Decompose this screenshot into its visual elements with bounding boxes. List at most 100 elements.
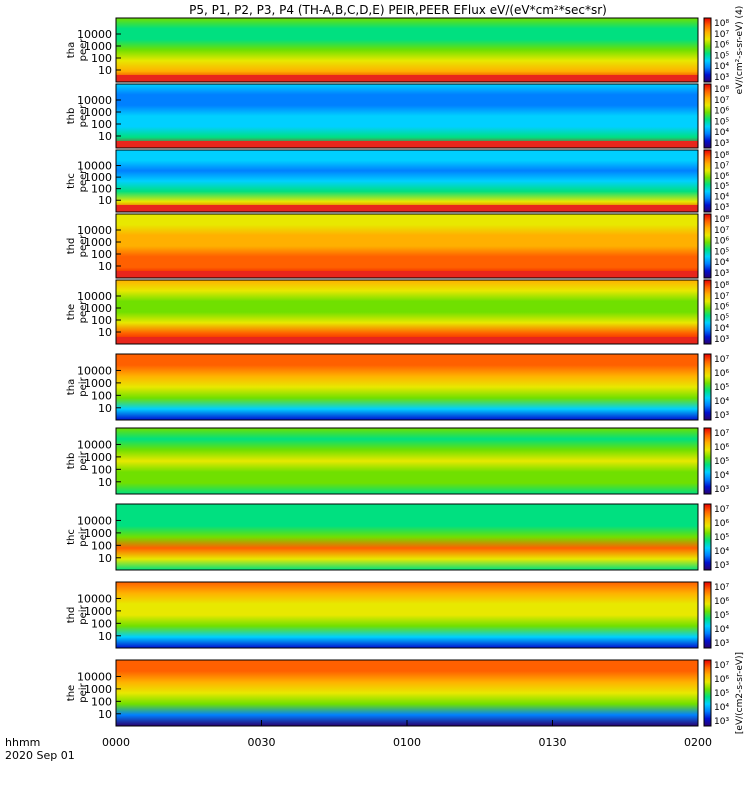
colorbar-tick-label: 10⁵ (714, 182, 729, 192)
y-tick-label: 1000 (84, 106, 112, 119)
y-tick-label: 1000 (84, 40, 112, 53)
chart-title: P5, P1, P2, P3, P4 (TH-A,B,C,D,E) PEIR,P… (189, 3, 607, 17)
spectrogram-0 (116, 18, 698, 82)
y-tick-label: 100 (91, 118, 112, 131)
y-tick-label: 10000 (77, 290, 112, 303)
colorbar-tick-label: 10⁴ (714, 397, 729, 407)
y-tick-label: 1000 (84, 527, 112, 540)
y-tick-label: 1000 (84, 377, 112, 390)
colorbar-tick-label: 10⁷ (714, 96, 729, 106)
plot-frame-2 (115, 149, 699, 213)
colorbar-tick-label: 10⁸ (714, 281, 729, 291)
y-label-species: peir (78, 376, 89, 396)
colorbar-tick-label: 10⁶ (714, 597, 729, 607)
y-tick-label: 100 (91, 617, 112, 630)
colorbar-tick-label: 10⁷ (714, 661, 729, 671)
y-label-species: peir (78, 450, 89, 470)
y-label-species: peer (78, 234, 89, 258)
colorbar-3 (703, 213, 712, 279)
y-tick-label: 10000 (77, 438, 112, 451)
colorbar-tick-label: 10³ (714, 639, 729, 649)
colorbar-tick-label: 10⁴ (714, 128, 729, 138)
colorbar-tick-label: 10³ (714, 561, 729, 571)
y-label-species: peer (78, 169, 89, 193)
y-tick-label: 10000 (77, 670, 112, 683)
colorbar-tick-label: 10³ (714, 139, 729, 149)
low-energy-band-1 (116, 141, 698, 148)
x-tick-label: 0030 (248, 736, 276, 749)
y-tick-label: 1000 (84, 236, 112, 249)
y-tick-label: 10000 (77, 28, 112, 41)
y-label-probe: tha (66, 42, 77, 58)
y-tick-label: 10 (98, 326, 112, 339)
colorbar-4 (703, 279, 712, 345)
y-label-probe: tha (66, 379, 77, 395)
colorbar-tick-label: 10⁵ (714, 117, 729, 127)
plot-frame-6 (115, 427, 699, 495)
y-tick-label: 10 (98, 630, 112, 643)
colorbar-tick-label: 10⁵ (714, 313, 729, 323)
colorbar-tick-label: 10⁶ (714, 107, 729, 117)
colorbar-tick-label: 10⁶ (714, 303, 729, 313)
plot-frame-0 (115, 17, 699, 83)
y-tick-label: 1000 (84, 451, 112, 464)
low-energy-band-0 (116, 75, 698, 82)
y-label-species: peir (78, 526, 89, 546)
y-label-species: peer (78, 38, 89, 62)
colorbar-tick-label: 10⁷ (714, 292, 729, 302)
colorbar-tick-label: 10⁶ (714, 237, 729, 247)
colorbar-tick-label: 10³ (714, 269, 729, 279)
y-label-species: peer (78, 300, 89, 324)
colorbar-tick-label: 10⁶ (714, 519, 729, 529)
colorbar-tick-label: 10⁷ (714, 583, 729, 593)
y-tick-label: 100 (91, 314, 112, 327)
y-label-probe: thd (66, 607, 77, 624)
colorbar-8 (703, 581, 712, 649)
y-tick-label: 10 (98, 708, 112, 721)
colorbar-tick-label: 10⁵ (714, 533, 729, 543)
plot-frame-5 (115, 353, 699, 421)
colorbar-1 (703, 83, 712, 149)
colorbar-tick-label: 10³ (714, 485, 729, 495)
x-axis-prefix-hhmm: hhmm (5, 736, 40, 749)
spectrogram-4 (116, 280, 698, 344)
colorbar-tick-label: 10³ (714, 203, 729, 213)
colorbar-tick-label: 10⁶ (714, 443, 729, 453)
x-axis: hhmm 2020 Sep 01 0000 0030 0100 0130 0200 (5, 720, 712, 762)
y-tick-label: 1000 (84, 683, 112, 696)
colorbar-tick-label: 10⁷ (714, 30, 729, 40)
colorbar-tick-label: 10⁶ (714, 172, 729, 182)
colorbar-tick-label: 10⁷ (714, 429, 729, 439)
x-axis-prefix-date: 2020 Sep 01 (5, 749, 75, 762)
colorbar-0 (703, 17, 712, 83)
low-energy-band-4 (116, 337, 698, 344)
plot-frame-1 (115, 83, 699, 149)
colorbar-tick-label: 10³ (714, 335, 729, 345)
colorbar-tick-label: 10⁴ (714, 471, 729, 481)
colorbar-5 (703, 353, 712, 421)
x-tick-label: 0000 (102, 736, 130, 749)
colorbar-tick-label: 10³ (714, 411, 729, 421)
colorbar-tick-label: 10⁸ (714, 215, 729, 225)
colorbar-tick-label: 10⁵ (714, 383, 729, 393)
y-tick-label: 10000 (77, 364, 112, 377)
colorbar-tick-label: 10⁷ (714, 161, 729, 171)
colorbar-tick-label: 10³ (714, 73, 729, 83)
colorbar-tick-label: 10⁷ (714, 226, 729, 236)
y-tick-label: 10 (98, 130, 112, 143)
colorbar-tick-label: 10⁸ (714, 19, 729, 29)
y-label-species: peir (78, 682, 89, 702)
colorbar-tick-label: 10⁵ (714, 457, 729, 467)
colorbar-tick-label: 10⁴ (714, 547, 729, 557)
spectrogram-8 (116, 582, 698, 648)
colorbar-tick-label: 10⁷ (714, 355, 729, 365)
colorbar-7 (703, 503, 712, 571)
y-tick-label: 100 (91, 463, 112, 476)
y-label-probe: the (66, 304, 77, 320)
